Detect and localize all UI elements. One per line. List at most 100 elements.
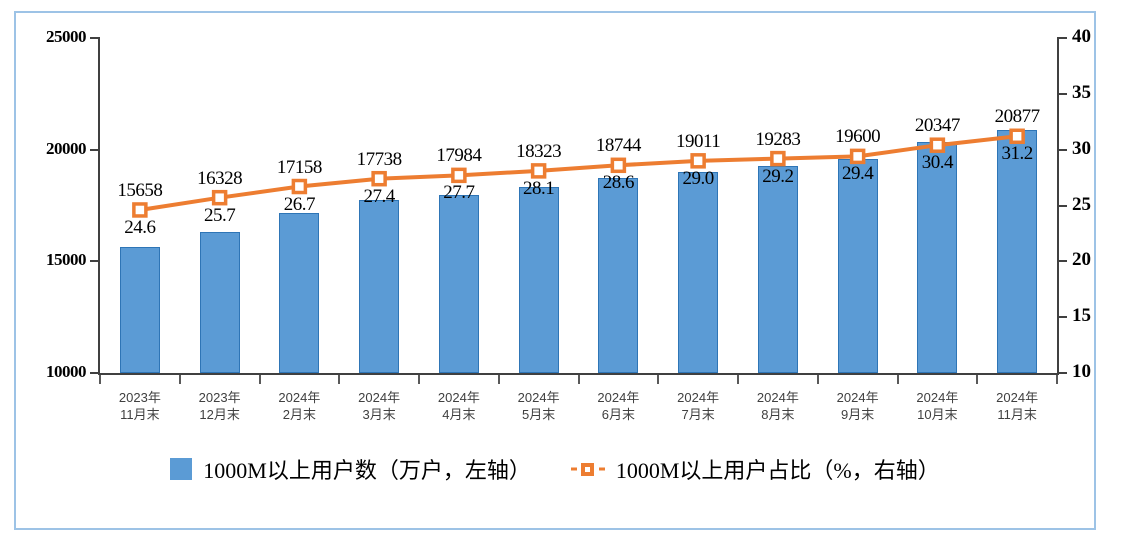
chart-container: 10000 15000 20000 25000 10 15 20 25 30 35 40 1565… — [14, 11, 1096, 530]
line-marker[interactable] — [211, 189, 228, 206]
bar[interactable] — [199, 231, 240, 373]
right-axis-tick-label: 25 — [1072, 193, 1091, 215]
x-tick — [657, 375, 660, 384]
bar[interactable] — [917, 141, 958, 373]
bar-value-label: 17984 — [436, 145, 482, 167]
line-value-label: 28.1 — [523, 177, 555, 199]
bar-value-label: 17738 — [356, 148, 403, 170]
bar[interactable] — [438, 194, 479, 373]
bar[interactable] — [518, 187, 559, 373]
legend-item-line[interactable]: 1000M以上用户占比（%，右轴） — [570, 453, 940, 485]
x-tick — [976, 375, 979, 384]
line-marker[interactable] — [530, 163, 547, 179]
x-category-label: 2023年 11月末 — [95, 389, 185, 423]
x-category-label: 2024年 8月末 — [733, 389, 823, 423]
x-tick — [99, 375, 101, 384]
left-tick — [90, 37, 98, 39]
x-axis-line — [98, 373, 1059, 375]
left-tick — [90, 148, 98, 151]
bar[interactable] — [359, 200, 400, 373]
legend-bar-swatch-icon — [170, 458, 193, 480]
line-value-label: 29.2 — [762, 165, 794, 187]
x-label-year: 2024年 — [278, 390, 321, 405]
bar-value-label: 19283 — [755, 128, 801, 150]
x-tick — [497, 375, 500, 384]
right-axis-tick-label: 15 — [1072, 305, 1091, 327]
x-tick — [577, 375, 580, 384]
left-axis-line — [98, 37, 100, 374]
line-marker[interactable] — [451, 167, 467, 184]
line-marker[interactable] — [770, 150, 786, 167]
bar-value-label: 18744 — [595, 135, 642, 157]
line-marker[interactable] — [371, 170, 387, 187]
left-axis-tick-label: 10000 — [46, 362, 87, 381]
right-axis-tick-label: 10 — [1072, 361, 1091, 382]
line-value-label: 31.2 — [1001, 143, 1034, 165]
right-tick — [1059, 148, 1067, 151]
line-marker[interactable] — [690, 153, 706, 169]
x-label-year: 2023年 — [118, 390, 161, 405]
bar[interactable] — [279, 213, 320, 373]
x-label-month: 7月末 — [681, 407, 715, 422]
bar-value-label: 19600 — [835, 126, 881, 148]
x-category-label: 2024年 10月末 — [892, 389, 982, 423]
x-label-month: 8月末 — [761, 407, 795, 422]
x-label-month: 2月末 — [282, 407, 316, 422]
line-value-label: 24.6 — [124, 216, 156, 238]
x-label-year: 2024年 — [597, 390, 640, 405]
line-value-label: 26.7 — [283, 193, 316, 215]
x-label-month: 11月末 — [120, 407, 160, 422]
x-tick — [1056, 375, 1058, 384]
bar[interactable] — [119, 246, 160, 373]
left-axis-tick-label: 20000 — [46, 138, 87, 158]
x-category-label: 2024年 5月末 — [494, 389, 584, 423]
right-tick — [1059, 372, 1067, 374]
x-category-label: 2024年 7月末 — [653, 389, 743, 423]
bar[interactable] — [997, 130, 1038, 373]
left-axis-tick-label: 25000 — [46, 27, 87, 46]
right-axis-tick-label: 30 — [1072, 137, 1091, 159]
line-marker[interactable] — [291, 178, 308, 195]
bar[interactable] — [598, 177, 639, 373]
x-label-month: 5月末 — [522, 407, 556, 422]
bar[interactable] — [678, 171, 719, 373]
line-value-label: 29.0 — [682, 167, 715, 189]
right-tick — [1059, 92, 1067, 95]
right-tick — [1059, 316, 1067, 319]
x-category-label: 2024年 9月末 — [813, 389, 903, 423]
line-marker[interactable] — [132, 202, 148, 218]
bar-value-label: 19011 — [675, 130, 721, 152]
right-tick — [1059, 37, 1067, 39]
x-label-month: 11月末 — [997, 407, 1037, 422]
chart-legend: 1000M以上用户数（万户，左轴） 1000M以上用户占比（%，右轴） — [16, 453, 1094, 485]
x-tick — [816, 375, 819, 384]
line-marker[interactable] — [610, 157, 627, 174]
x-label-month: 6月末 — [601, 407, 635, 422]
x-label-year: 2024年 — [358, 390, 401, 405]
x-label-month: 9月末 — [841, 407, 875, 422]
x-label-year: 2023年 — [198, 390, 241, 405]
right-axis-tick-label: 35 — [1072, 81, 1091, 103]
x-label-year: 2024年 — [916, 390, 959, 405]
x-label-year: 2024年 — [836, 390, 879, 405]
bar-value-label: 20347 — [914, 115, 961, 137]
x-category-label: 2024年 11月末 — [972, 389, 1062, 423]
bar-value-label: 18323 — [516, 140, 562, 162]
legend-item-bar[interactable]: 1000M以上用户数（万户，左轴） — [170, 453, 531, 485]
x-category-label: 2024年 3月末 — [334, 389, 424, 423]
bar[interactable] — [837, 158, 878, 373]
bar-value-label: 17158 — [276, 156, 323, 178]
x-label-year: 2024年 — [517, 390, 560, 405]
line-value-label: 28.6 — [602, 172, 635, 194]
x-category-label: 2023年 12月末 — [175, 389, 265, 423]
plot-area: 10000 15000 20000 25000 10 15 20 25 30 35 40 1565… — [16, 13, 1094, 528]
x-label-month: 3月末 — [362, 407, 396, 422]
line-value-label: 25.7 — [204, 204, 236, 226]
left-axis-tick-label: 15000 — [46, 250, 87, 270]
x-label-year: 2024年 — [677, 390, 720, 405]
x-tick — [178, 375, 181, 384]
x-label-year: 2024年 — [996, 390, 1039, 405]
right-axis-tick-label: 40 — [1072, 26, 1091, 47]
bar[interactable] — [757, 165, 798, 373]
x-tick — [737, 375, 739, 384]
